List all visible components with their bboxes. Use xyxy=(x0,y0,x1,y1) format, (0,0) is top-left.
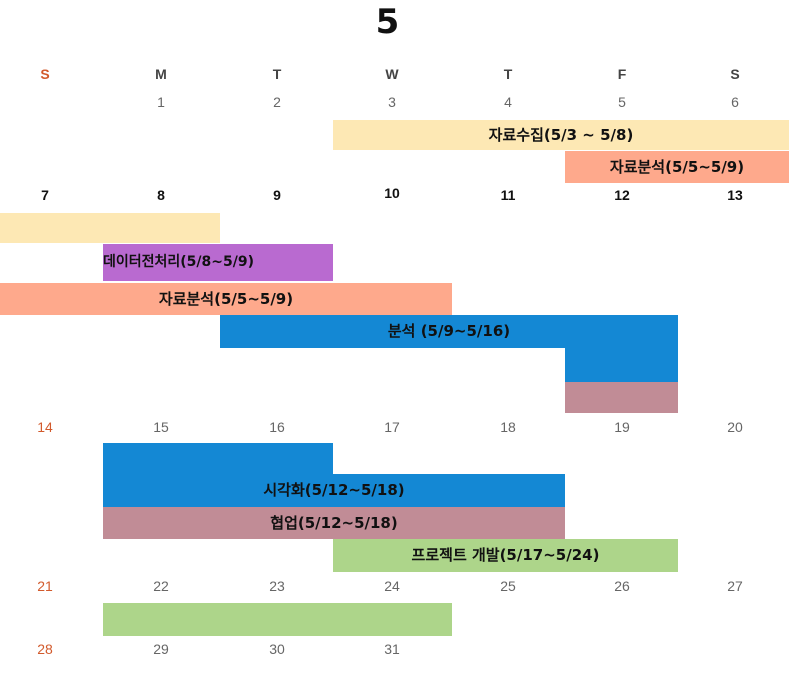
day-cell[interactable]: 27 xyxy=(727,578,743,594)
day-cell[interactable]: 29 xyxy=(153,641,169,657)
day-cell[interactable]: 21 xyxy=(37,578,53,594)
day-cell[interactable]: 20 xyxy=(727,419,743,435)
weekday-header-wed: W xyxy=(385,66,399,82)
day-cell[interactable]: 11 xyxy=(500,187,516,203)
day-cell[interactable]: 19 xyxy=(614,419,630,435)
weekday-header-mon: M xyxy=(155,66,167,82)
event-collab-bar[interactable] xyxy=(565,382,678,413)
day-cell[interactable]: 17 xyxy=(384,419,400,435)
event-bunseok-bar[interactable] xyxy=(103,443,333,474)
day-cell[interactable]: 30 xyxy=(269,641,285,657)
day-cell[interactable]: 28 xyxy=(37,641,53,657)
event-collect-bar[interactable]: 자료수집(5/3 ~ 5/8) xyxy=(333,120,789,150)
day-cell[interactable]: 25 xyxy=(500,578,516,594)
day-cell[interactable]: 13 xyxy=(727,187,743,203)
day-cell[interactable]: 4 xyxy=(504,94,512,110)
event-collect-bar[interactable] xyxy=(0,213,220,243)
day-cell[interactable]: 15 xyxy=(153,419,169,435)
event-visualization-bar[interactable]: 시각화(5/12~5/18) xyxy=(103,474,565,507)
day-cell[interactable]: 8 xyxy=(157,187,165,203)
day-cell[interactable]: 5 xyxy=(618,94,626,110)
event-analysis-bar[interactable]: 자료분석(5/5~5/9) xyxy=(0,283,452,315)
event-collab-bar[interactable]: 협업(5/12~5/18) xyxy=(103,507,565,539)
day-cell[interactable]: 7 xyxy=(41,187,49,203)
day-cell[interactable]: 24 xyxy=(384,578,400,594)
day-cell[interactable]: 16 xyxy=(269,419,285,435)
day-cell[interactable]: 2 xyxy=(273,94,281,110)
event-preprocess-bar[interactable]: 데이터전처리(5/8~5/9) xyxy=(103,244,333,281)
event-bunseok-bar[interactable] xyxy=(565,348,678,382)
weekday-header-sat: S xyxy=(730,66,740,82)
day-cell[interactable]: 6 xyxy=(731,94,739,110)
day-cell[interactable]: 12 xyxy=(614,187,630,203)
day-cell[interactable]: 1 xyxy=(157,94,165,110)
event-bunseok-bar[interactable]: 분석 (5/9~5/16) xyxy=(220,315,678,348)
day-cell[interactable]: 22 xyxy=(153,578,169,594)
day-cell[interactable]: 23 xyxy=(269,578,285,594)
weekday-header-tue: T xyxy=(272,66,282,82)
event-analysis-bar[interactable]: 자료분석(5/5~5/9) xyxy=(565,151,789,183)
month-title: 5 xyxy=(375,2,400,42)
day-cell[interactable]: 14 xyxy=(37,419,53,435)
day-cell[interactable]: 31 xyxy=(384,641,400,657)
weekday-header-fri: F xyxy=(617,66,627,82)
day-cell[interactable]: 3 xyxy=(388,94,396,110)
day-cell[interactable]: 26 xyxy=(614,578,630,594)
event-dev-bar[interactable]: 프로젝트 개발(5/17~5/24) xyxy=(333,539,678,572)
day-cell[interactable]: 9 xyxy=(273,187,281,203)
day-cell[interactable]: 18 xyxy=(500,419,516,435)
weekday-header-thu: T xyxy=(503,66,513,82)
event-dev-bar[interactable] xyxy=(103,603,452,636)
weekday-header-sun: S xyxy=(40,66,50,82)
day-cell[interactable]: 10 xyxy=(384,185,400,201)
